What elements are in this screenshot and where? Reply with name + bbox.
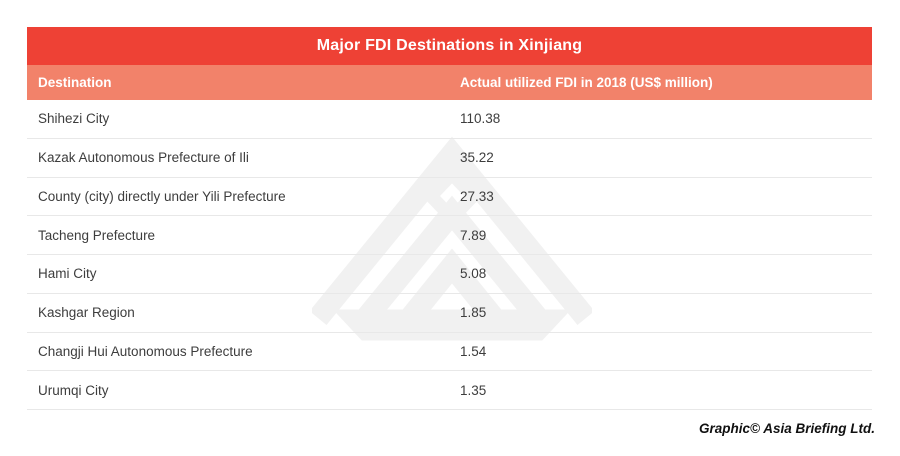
destination-cell: Kashgar Region: [38, 305, 135, 321]
fdi-value-cell: 1.85: [460, 305, 487, 321]
table-row: Changji Hui Autonomous Prefecture 1.54: [27, 333, 872, 372]
fdi-value-cell: 1.54: [460, 343, 487, 359]
table-body: Shihezi City 110.38 Kazak Autonomous Prefe…: [27, 100, 872, 410]
table-title: Major FDI Destinations in Xinjiang: [316, 37, 583, 54]
fdi-value-cell: 7.89: [460, 227, 487, 243]
destination-cell: Kazak Autonomous Prefecture of Ili: [38, 150, 249, 166]
destination-cell: Hami City: [38, 266, 97, 282]
table-row: County (city) directly under Yili Prefec…: [27, 178, 872, 217]
table-row: Tacheng Prefecture 7.89: [27, 216, 872, 255]
fdi-value-cell: 1.35: [460, 382, 487, 398]
fdi-table: Major FDI Destinations in Xinjiang Desti…: [27, 27, 872, 410]
fdi-value-cell: 27.33: [460, 188, 494, 204]
destination-cell: Changji Hui Autonomous Prefecture: [38, 343, 253, 359]
table-row: Shihezi City 110.38: [27, 100, 872, 139]
destination-cell: Tacheng Prefecture: [38, 227, 156, 243]
table-header-row: Destination Actual utilized FDI in 2018 …: [27, 65, 872, 100]
table-row: Kazak Autonomous Prefecture of Ili 35.22: [27, 139, 872, 178]
destination-cell: Shihezi City: [38, 111, 110, 127]
destination-cell: Urumqi City: [38, 382, 109, 398]
table-row: Kashgar Region 1.85: [27, 294, 872, 333]
table-title-bar: Major FDI Destinations in Xinjiang: [27, 27, 872, 65]
fdi-value-cell: 35.22: [460, 150, 494, 166]
fdi-value-cell: 5.08: [460, 266, 487, 282]
fdi-value-cell: 110.38: [460, 111, 501, 127]
table-row: Hami City 5.08: [27, 255, 872, 294]
table-row: Urumqi City 1.35: [27, 371, 872, 410]
graphic-credit: Graphic© Asia Briefing Ltd.: [699, 421, 875, 436]
column-header-destination: Destination: [38, 75, 112, 90]
column-header-fdi-value: Actual utilized FDI in 2018 (US$ million…: [460, 75, 713, 90]
destination-cell: County (city) directly under Yili Prefec…: [38, 188, 286, 204]
